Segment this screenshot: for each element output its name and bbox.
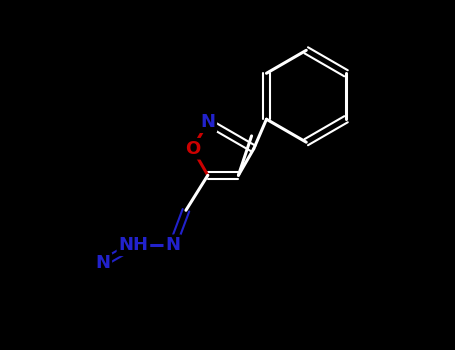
Text: N: N [200, 113, 215, 131]
Text: O: O [185, 140, 200, 158]
Text: NH: NH [118, 236, 148, 254]
Text: N: N [165, 236, 180, 254]
Text: N: N [95, 254, 110, 272]
